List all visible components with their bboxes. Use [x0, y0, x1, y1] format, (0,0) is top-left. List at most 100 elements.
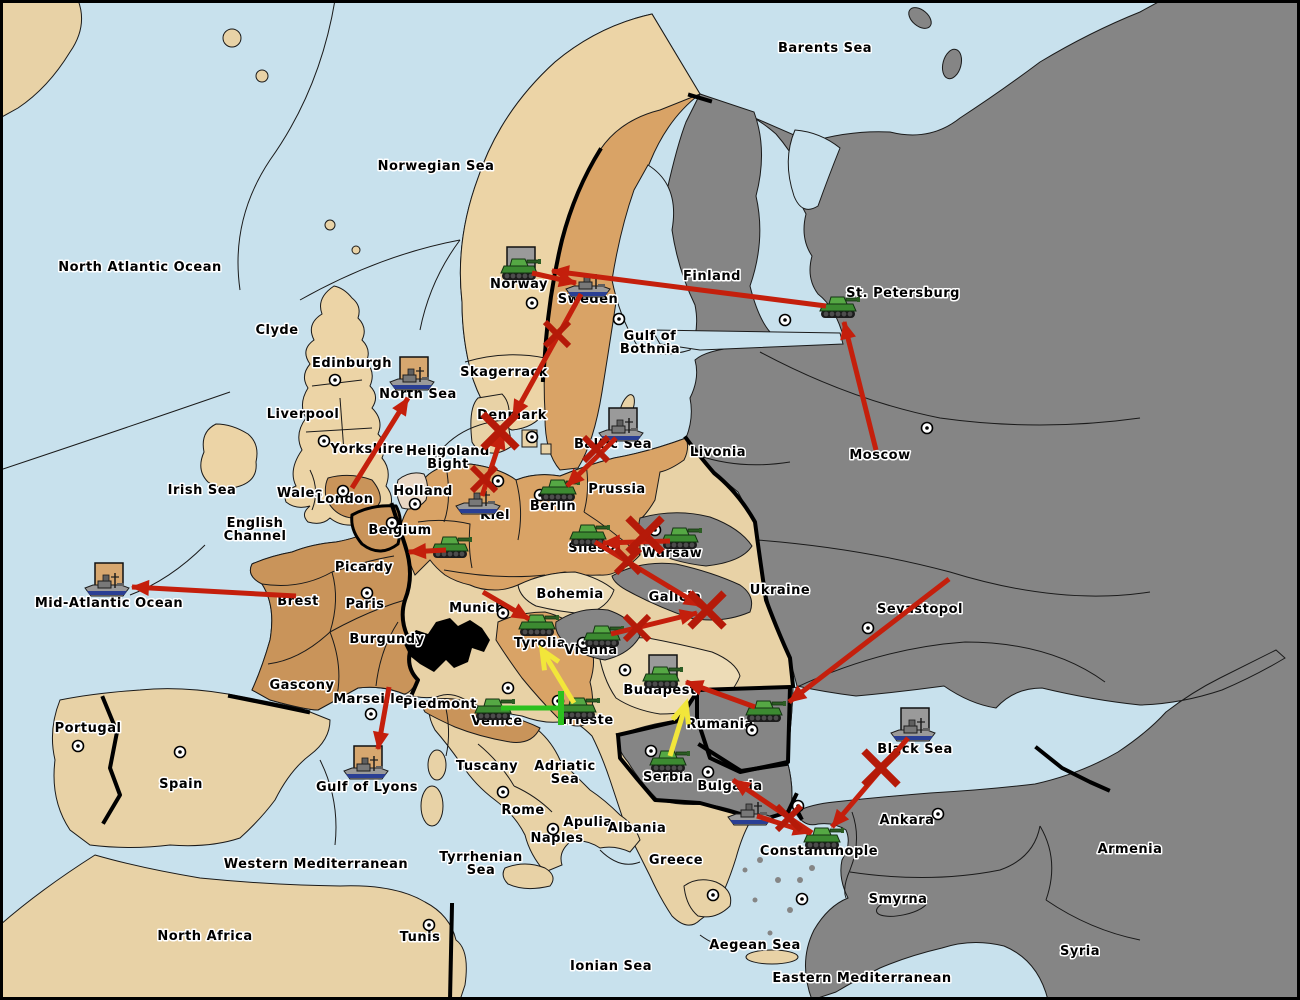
- region-peloponnese: [683, 879, 732, 918]
- label-gulf-of-bothnia: Gulf of Bothnia: [620, 329, 680, 357]
- label-edinburgh: Edinburgh: [312, 356, 392, 371]
- label-budapest: Budapest: [623, 683, 696, 698]
- label-finland: Finland: [683, 269, 741, 284]
- label-gulf-of-lyons: Gulf of Lyons: [316, 780, 418, 795]
- label-armenia: Armenia: [1098, 842, 1163, 857]
- label-mid-atlantic-ocean: Mid-Atlantic Ocean: [35, 596, 183, 611]
- supply-center-edinburgh: [328, 373, 342, 387]
- region-sicily: [502, 863, 554, 890]
- label-smyrna: Smyrna: [869, 892, 928, 907]
- region-russia[interactable]: [685, 0, 1300, 1000]
- failed-order-mark: [622, 613, 652, 643]
- label-picardy: Picardy: [335, 560, 393, 575]
- units-layer: [84, 258, 936, 849]
- region-belgium[interactable]: [350, 504, 403, 553]
- unit-army-st-petersburg[interactable]: [819, 296, 860, 318]
- region-iceland[interactable]: [0, 0, 83, 119]
- unit-army-vienna[interactable]: [583, 625, 624, 647]
- failed-orders-layer: [469, 319, 901, 833]
- label-bohemia: Bohemia: [536, 587, 603, 602]
- label-skagerrack: Skagerrack: [460, 365, 548, 380]
- order-arrow-silesia-to-galicia: [593, 539, 703, 609]
- unit-fleet-mid-atlantic-ocean[interactable]: [84, 573, 130, 597]
- label-tyrrhenian-sea: Tyrrhenian Sea: [439, 850, 522, 878]
- unit-fleet-kiel[interactable]: [455, 491, 501, 515]
- supply-center-tunis: [422, 918, 436, 932]
- unit-army-budapest[interactable]: [642, 666, 683, 688]
- label-syria: Syria: [1060, 944, 1100, 959]
- supply-center-venice: [501, 681, 515, 695]
- failed-order-mark: [625, 515, 665, 555]
- label-belgium: Belgium: [368, 523, 431, 538]
- unit-army-serbia[interactable]: [649, 750, 690, 772]
- region-bohemia[interactable]: [517, 571, 615, 615]
- label-berlin: Berlin: [530, 499, 576, 514]
- supply-center-sevastopol: [861, 621, 875, 635]
- unit-fleet-gulf-of-lyons[interactable]: [343, 756, 389, 780]
- label-serbia: Serbia: [643, 770, 693, 785]
- region-iberia[interactable]: [51, 688, 331, 848]
- label-north-africa: North Africa: [157, 929, 252, 944]
- label-st-petersburg: St. Petersburg: [846, 286, 960, 301]
- failed-order-mark: [774, 803, 804, 833]
- label-tuscany: Tuscany: [456, 759, 518, 774]
- label-aegean-sea: Aegean Sea: [709, 938, 801, 953]
- failed-order-mark: [542, 319, 572, 349]
- label-spain: Spain: [159, 777, 203, 792]
- order-arrow-serbia-supports-budapest: [667, 703, 689, 757]
- order-arrow-stp-to-norway: [551, 268, 827, 309]
- unit-army-tyrolia[interactable]: [518, 614, 559, 636]
- label-ukraine: Ukraine: [750, 583, 810, 598]
- region-north-africa[interactable]: [0, 854, 467, 1000]
- label-ionian-sea: Ionian Sea: [570, 959, 652, 974]
- unit-army-silesia[interactable]: [569, 524, 610, 546]
- region-corsica: [427, 749, 447, 781]
- label-ankara: Ankara: [880, 813, 935, 828]
- supply-center-budapest: [618, 663, 632, 677]
- label-marseilles: Marseilles: [333, 692, 413, 707]
- label-constantinople: Constantinople: [760, 844, 878, 859]
- unit-army-rumania[interactable]: [745, 700, 786, 722]
- supply-center-marseilles: [364, 707, 378, 721]
- order-arrow-moscow-to-stp: [841, 321, 879, 451]
- label-yorkshire: Yorkshire: [329, 442, 403, 457]
- label-rome: Rome: [501, 803, 544, 818]
- label-rumania: Rumania: [686, 717, 754, 732]
- unit-army-norway[interactable]: [500, 258, 541, 280]
- label-western-mediterranean: Western Mediterranean: [224, 857, 408, 872]
- aegean-islands: [742, 857, 815, 936]
- label-norway: Norway: [490, 277, 548, 292]
- supply-center-holland: [408, 497, 422, 511]
- label-munich: Munich: [449, 601, 505, 616]
- label-norwegian-sea: Norwegian Sea: [378, 159, 495, 174]
- supply-center-bulgaria: [701, 765, 715, 779]
- region-venetia[interactable]: [419, 698, 541, 743]
- unit-army-warsaw[interactable]: [661, 527, 702, 549]
- order-arrow-sweden-to-denmark: [510, 292, 584, 419]
- unit-fleet-baltic-sea[interactable]: [598, 418, 644, 442]
- orders-layer: [130, 265, 951, 836]
- failed-order-mark: [469, 464, 499, 494]
- supply-center-paris: [360, 586, 374, 600]
- label-liverpool: Liverpool: [267, 407, 340, 422]
- label-albania: Albania: [608, 821, 667, 836]
- supply-center-liverpool: [317, 434, 331, 448]
- supply-center-london: [336, 484, 350, 498]
- region-ireland[interactable]: [200, 423, 258, 489]
- unit-army-constantinople[interactable]: [803, 827, 844, 849]
- label-london: London: [317, 492, 374, 507]
- failed-order-mark: [581, 434, 611, 464]
- region-holland[interactable]: [396, 472, 429, 510]
- thick-borders: [100, 92, 1111, 1000]
- supply-center-sweden: [612, 312, 626, 326]
- unit-fleet-black-sea[interactable]: [890, 718, 936, 742]
- label-greece: Greece: [649, 853, 703, 868]
- unit-fleet-north-sea[interactable]: [389, 367, 435, 391]
- label-adriatic-sea: Adriatic Sea: [534, 759, 595, 787]
- supply-center-smyrna: [795, 892, 809, 906]
- order-arrow-sevastopol-to-rumania: [787, 577, 951, 704]
- failed-order-mark: [613, 546, 643, 576]
